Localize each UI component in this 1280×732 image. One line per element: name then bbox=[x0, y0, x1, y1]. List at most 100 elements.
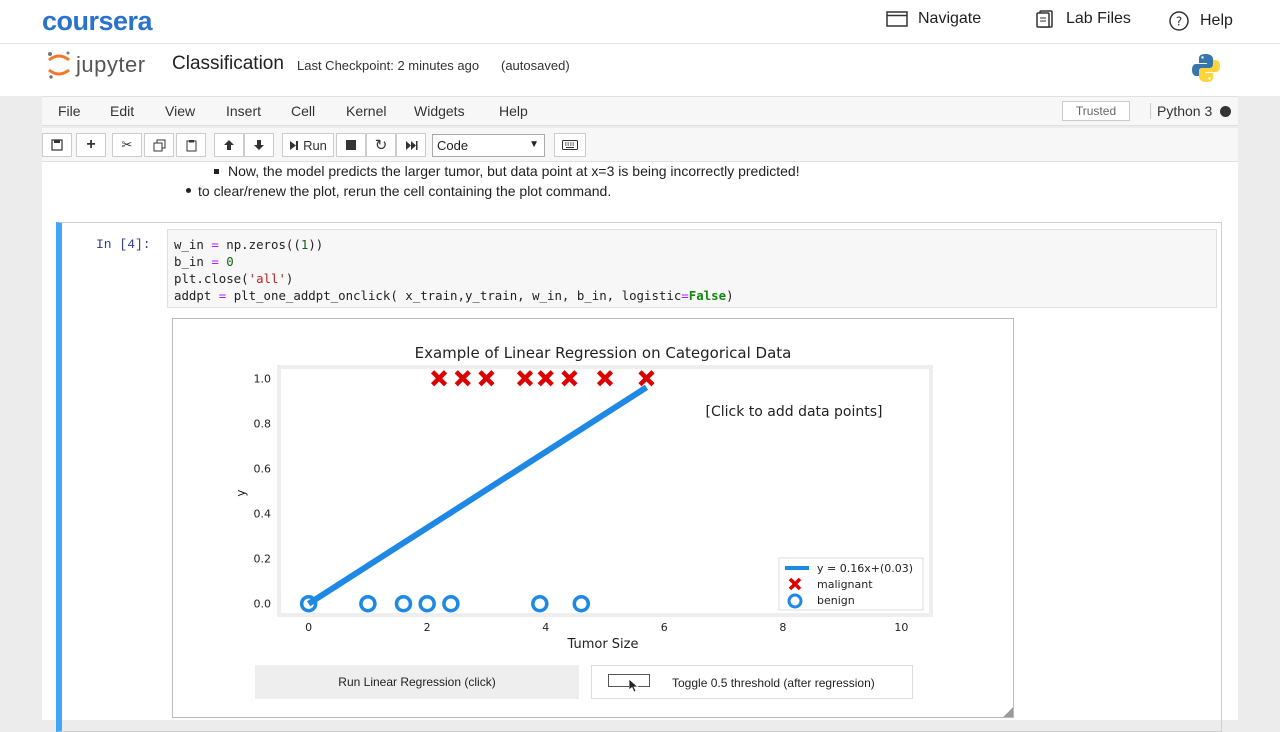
y-tick-label: 0.4 bbox=[254, 508, 272, 521]
x-stroke bbox=[478, 370, 495, 387]
mouse-cursor-icon bbox=[629, 679, 639, 693]
legend-benign-label: benign bbox=[817, 594, 855, 607]
run-linear-regression-button[interactable]: Run Linear Regression (click) bbox=[255, 665, 579, 699]
malignant-point bbox=[638, 370, 655, 387]
navigate-label: Navigate bbox=[918, 10, 982, 27]
malignant-point bbox=[454, 370, 471, 387]
code-token: 0 bbox=[226, 254, 234, 269]
code-token: = bbox=[211, 254, 219, 269]
code-token: ) bbox=[285, 271, 294, 286]
legend-malignant-label: malignant bbox=[817, 578, 873, 591]
save-button[interactable] bbox=[42, 133, 72, 157]
run-button[interactable]: Run bbox=[282, 133, 334, 157]
benign-point bbox=[572, 594, 591, 613]
malignant-point bbox=[430, 370, 448, 387]
regression-line bbox=[307, 384, 649, 607]
x-axis-label: Tumor Size bbox=[567, 637, 639, 652]
notebook-menubar: File Edit View Insert Cell Kernel Widget… bbox=[42, 96, 1238, 126]
chart-annotation: [Click to add data points] bbox=[705, 404, 882, 420]
benign-point bbox=[299, 594, 318, 613]
copy-button[interactable] bbox=[144, 133, 174, 157]
scissors-icon: ✂ bbox=[121, 137, 133, 152]
threshold-toggle[interactable]: Toggle 0.5 threshold (after regression) bbox=[591, 665, 913, 699]
coursera-header: coursera Navigate Lab Files ? Help bbox=[0, 0, 1280, 44]
interrupt-button[interactable] bbox=[336, 133, 366, 157]
lab-files-label: Lab Files bbox=[1066, 10, 1131, 27]
menu-kernel[interactable]: Kernel bbox=[346, 103, 387, 119]
arrow-down-icon bbox=[254, 140, 264, 150]
lab-files-button[interactable]: Lab Files bbox=[1034, 10, 1131, 28]
resize-handle[interactable] bbox=[1003, 707, 1013, 717]
x-stroke bbox=[596, 370, 614, 387]
command-palette-button[interactable] bbox=[554, 133, 586, 157]
menu-widgets[interactable]: Widgets bbox=[414, 103, 465, 119]
paste-button[interactable] bbox=[176, 133, 206, 157]
code-cell[interactable]: In [4]: w_in = np.zeros((1)) b_in = 0 pl… bbox=[56, 222, 1222, 732]
menu-cell[interactable]: Cell bbox=[291, 103, 316, 119]
markdown-line-2: to clear/renew the plot, rerun the cell … bbox=[198, 183, 612, 199]
benign-point bbox=[442, 594, 460, 613]
notebook-title[interactable]: Classification bbox=[172, 53, 284, 74]
cell-prompt: In [4]: bbox=[96, 237, 151, 252]
y-axis-label: y bbox=[234, 489, 248, 496]
menu-insert[interactable]: Insert bbox=[226, 103, 262, 119]
autosave-status: (autosaved) bbox=[501, 58, 570, 73]
restart-button[interactable]: ↻ bbox=[366, 133, 396, 157]
benign-point bbox=[359, 594, 377, 613]
paste-icon bbox=[186, 139, 196, 151]
code-token: 'all' bbox=[248, 271, 286, 286]
copy-icon bbox=[153, 139, 165, 151]
svg-text:?: ? bbox=[1176, 15, 1182, 29]
move-up-button[interactable] bbox=[214, 133, 244, 157]
restart-icon: ↻ bbox=[374, 137, 388, 154]
legend-o-marker bbox=[787, 593, 803, 609]
x-stroke bbox=[454, 370, 471, 387]
code-token: plt.close( bbox=[174, 271, 249, 286]
help-label: Help bbox=[1200, 12, 1233, 29]
x-stroke bbox=[430, 370, 448, 387]
step-forward-icon bbox=[290, 140, 299, 150]
x-tick-label: 8 bbox=[779, 621, 786, 634]
jupyter-logo[interactable]: jupyter bbox=[46, 50, 146, 80]
cell-type-select[interactable]: Code ▼ bbox=[432, 134, 545, 157]
code-token: w_in bbox=[174, 237, 212, 252]
x-stroke bbox=[561, 370, 578, 387]
browser-window-icon bbox=[886, 11, 908, 27]
code-token: False bbox=[688, 288, 727, 303]
cut-button[interactable]: ✂ bbox=[112, 133, 142, 157]
jupyter-logo-icon bbox=[48, 51, 70, 79]
coursera-logo[interactable]: coursera bbox=[42, 6, 153, 36]
widget-output: Example of Linear Regression on Categori… bbox=[172, 318, 1014, 718]
x-tick-label: 10 bbox=[894, 621, 908, 634]
restart-run-all-button[interactable] bbox=[396, 133, 426, 157]
checkpoint-status: Last Checkpoint: 2 minutes ago bbox=[297, 58, 480, 73]
malignant-point bbox=[596, 370, 614, 387]
menu-view[interactable]: View bbox=[165, 103, 196, 119]
menu-edit[interactable]: Edit bbox=[110, 103, 135, 119]
legend-x-marker bbox=[788, 577, 802, 591]
benign-point bbox=[394, 594, 413, 613]
question-circle-icon: ? bbox=[1169, 11, 1189, 31]
y-tick-label: 0.2 bbox=[254, 553, 272, 566]
chevron-down-icon: ▼ bbox=[529, 139, 539, 150]
help-button[interactable]: ? Help bbox=[1168, 10, 1233, 32]
move-down-button[interactable] bbox=[244, 133, 274, 157]
malignant-point bbox=[516, 370, 534, 387]
menu-file[interactable]: File bbox=[58, 103, 81, 119]
y-tick-label: 1.0 bbox=[254, 372, 272, 385]
malignant-point bbox=[561, 370, 578, 387]
trusted-indicator[interactable]: Trusted bbox=[1062, 101, 1130, 121]
scatter-chart[interactable]: Example of Linear Regression on Categori… bbox=[173, 319, 1013, 659]
markdown-line-1: Now, the model predicts the larger tumor… bbox=[228, 163, 800, 179]
navigate-button[interactable]: Navigate bbox=[886, 10, 981, 28]
run-label: Run bbox=[303, 137, 327, 153]
benign-point bbox=[531, 594, 549, 613]
menu-help[interactable]: Help bbox=[499, 103, 528, 119]
code-token: addpt bbox=[174, 288, 219, 303]
malignant-point bbox=[537, 370, 554, 387]
kernel-name[interactable]: Python 3 bbox=[1150, 103, 1212, 119]
x-stroke bbox=[537, 370, 554, 387]
code-editor[interactable]: w_in = np.zeros((1)) b_in = 0 plt.close(… bbox=[167, 229, 1217, 308]
insert-cell-button[interactable]: + bbox=[76, 133, 106, 157]
code-token: )) bbox=[308, 237, 324, 252]
